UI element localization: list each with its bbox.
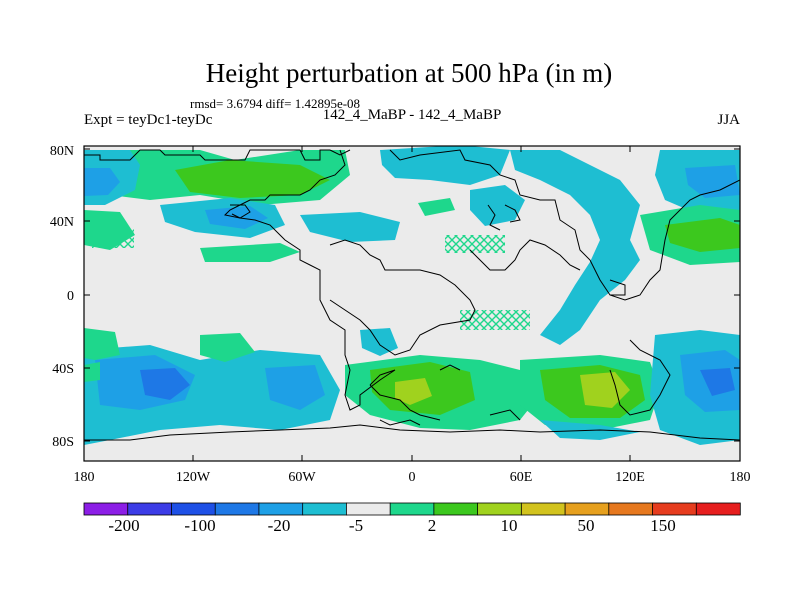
contour-n-asia-blue-chain — [510, 150, 640, 345]
contour-s-indian-core — [580, 372, 630, 408]
y-tick-label: 40N — [50, 215, 74, 230]
y-tick-label: 80N — [50, 144, 74, 159]
contour-s-atlantic-core — [395, 378, 432, 405]
colorbar-swatch — [695, 502, 741, 516]
x-tick-label: 0 — [409, 470, 416, 485]
colorbar-swatch — [520, 502, 566, 516]
contour-n-green-strip — [200, 243, 300, 262]
contour-s-tropic-green-mid — [200, 333, 255, 362]
contour-n-europe-green — [418, 198, 455, 216]
stats-line: rmsd= 3.6794 diff= 1.42895e-08 — [190, 96, 360, 111]
contour-n-hatch-west — [92, 228, 134, 248]
contour-s-pacific-inner-3 — [265, 365, 325, 410]
contour-s-far-west-green — [84, 362, 100, 382]
colorbar-swatch — [214, 502, 260, 516]
contour-n-arctic-blue — [380, 146, 510, 185]
x-axis-labels: 180 120W 60W 0 60E 120E 180 — [74, 470, 751, 485]
experiment-label: Expt = teyDc1-teyDc — [84, 112, 213, 128]
colorbar-swatch — [127, 502, 173, 516]
contour-map — [84, 146, 740, 461]
colorbar-swatch — [171, 502, 216, 516]
contour-n-asia-extra — [470, 185, 525, 226]
colorbar-label: -100 — [184, 516, 215, 535]
colorbar-label: -20 — [268, 516, 291, 535]
colorbar — [83, 502, 741, 516]
axis-ticks — [83, 146, 741, 461]
y-tick-label: 0 — [67, 289, 74, 304]
colorbar-labels: -200 -100 -20 -5 2 10 50 150 — [108, 516, 675, 535]
y-axis-labels: 80N 40N 0 40S 80S — [50, 144, 74, 450]
colorbar-label: 10 — [501, 516, 518, 535]
colorbar-swatch — [83, 502, 129, 516]
colorbar-swatch — [652, 502, 697, 516]
x-tick-label: 120W — [176, 470, 211, 485]
colorbar-swatch — [389, 502, 435, 516]
contour-n-pacific-inner — [175, 160, 330, 198]
y-tick-label: 40S — [52, 362, 74, 377]
contour-eq-hatch — [460, 310, 530, 330]
colorbar-swatch — [608, 502, 654, 516]
x-tick-label: 120E — [615, 470, 645, 485]
colorbar-swatch — [345, 502, 391, 516]
contour-n-far-west-inner — [84, 168, 120, 196]
case-label: 142_4_MaBP - 142_4_MaBP — [323, 107, 502, 123]
colorbar-swatch — [302, 502, 348, 516]
x-tick-label: 60W — [288, 470, 316, 485]
contour-n-hatch-africa — [445, 235, 505, 253]
contour-s-pacific-inner-2 — [140, 368, 190, 400]
colorbar-label: 150 — [650, 516, 676, 535]
colorbar-label: -5 — [349, 516, 363, 535]
colorbar-swatch — [564, 502, 610, 516]
colorbar-swatch — [433, 502, 479, 516]
contour-n-europe-blue — [300, 212, 400, 242]
colorbar-label: -200 — [108, 516, 139, 535]
colorbar-swatch — [258, 502, 304, 516]
colorbar-label: 50 — [578, 516, 595, 535]
coastlines — [84, 149, 740, 441]
map-title: Height perturbation at 500 hPa (in m) — [206, 58, 612, 88]
y-tick-label: 80S — [52, 435, 74, 450]
contour-n-east-inner — [685, 165, 740, 198]
season-label: JJA — [717, 112, 740, 128]
colorbar-label: 2 — [428, 516, 437, 535]
x-tick-label: 180 — [74, 470, 95, 485]
contour-n-nw-pacific-inner — [665, 218, 740, 252]
x-tick-label: 60E — [510, 470, 533, 485]
colorbar-swatch — [477, 502, 523, 516]
contour-s-africa-blue — [360, 328, 398, 356]
contour-s-tropic-green-w — [84, 328, 120, 360]
contour-s-east-core — [700, 368, 735, 396]
x-tick-label: 180 — [730, 470, 751, 485]
